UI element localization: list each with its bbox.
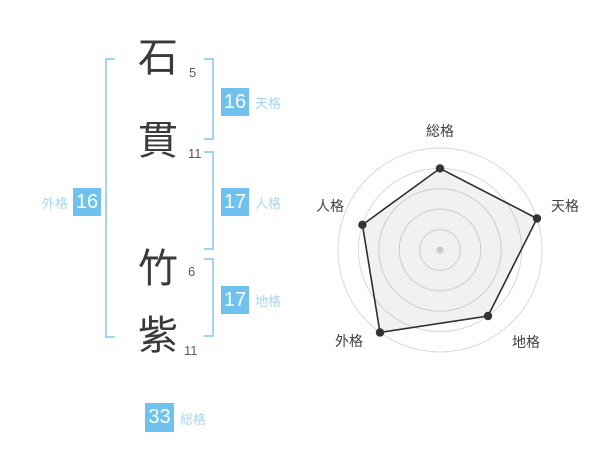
surname-char-1: 石 [138,36,178,80]
givenname-char-1: 竹 [138,247,178,291]
radar-grid-ring [378,188,502,312]
tenkaku-value-badge: 16 [221,88,249,116]
radar-vertex-dot-chikaku [483,311,493,321]
soukaku-value-badge: 33 [145,403,174,432]
jinkaku-value-badge: 17 [221,188,249,216]
soukaku-label: 総格 [180,412,207,427]
radar-axis-label-gaikaku: 外格 [335,333,363,349]
radar-chart: 総格天格地格 外格 人格 [300,110,580,390]
radar-vertex-dot-jinkaku [358,220,367,229]
radar-axis-label-tenkaku: 天格 [551,198,579,214]
givenname-char-2: 紫 [138,314,178,358]
radar-grid-ring [398,208,482,292]
radar-axis-label-jinkaku: 人格 [316,198,344,214]
radar-axis-label-chikaku: 地格 [512,334,540,350]
stroke-count-4: 11 [184,343,198,358]
radar-vertex-dot-soukaku [435,164,445,173]
radar-vertex-dot-tenkaku [532,214,542,223]
radar-center-dot [436,246,444,254]
chikaku-value-badge: 17 [221,286,249,314]
stroke-count-3: 6 [188,264,196,279]
jinkaku-label: 人格 [255,196,282,211]
stroke-count-2: 11 [188,146,202,161]
gaikaku-value-badge: 16 [73,188,101,216]
radar-vertex-dot-gaikaku [375,328,385,337]
tenkaku-bracket [204,58,214,140]
surname-char-2: 貫 [138,119,178,163]
radar-grid-ring [337,147,543,353]
jinkaku-bracket [204,151,214,250]
radar-polygon [361,167,539,334]
chikaku-label: 地格 [255,294,282,309]
gaikaku-label: 外格 [42,196,69,211]
stroke-count-1: 5 [189,65,197,80]
radar-grid-ring [419,229,461,271]
radar-axis-label-soukaku: 総格 [426,123,454,139]
chikaku-bracket [204,258,214,337]
gaikaku-bracket [105,58,115,338]
tenkaku-label: 天格 [255,96,282,111]
